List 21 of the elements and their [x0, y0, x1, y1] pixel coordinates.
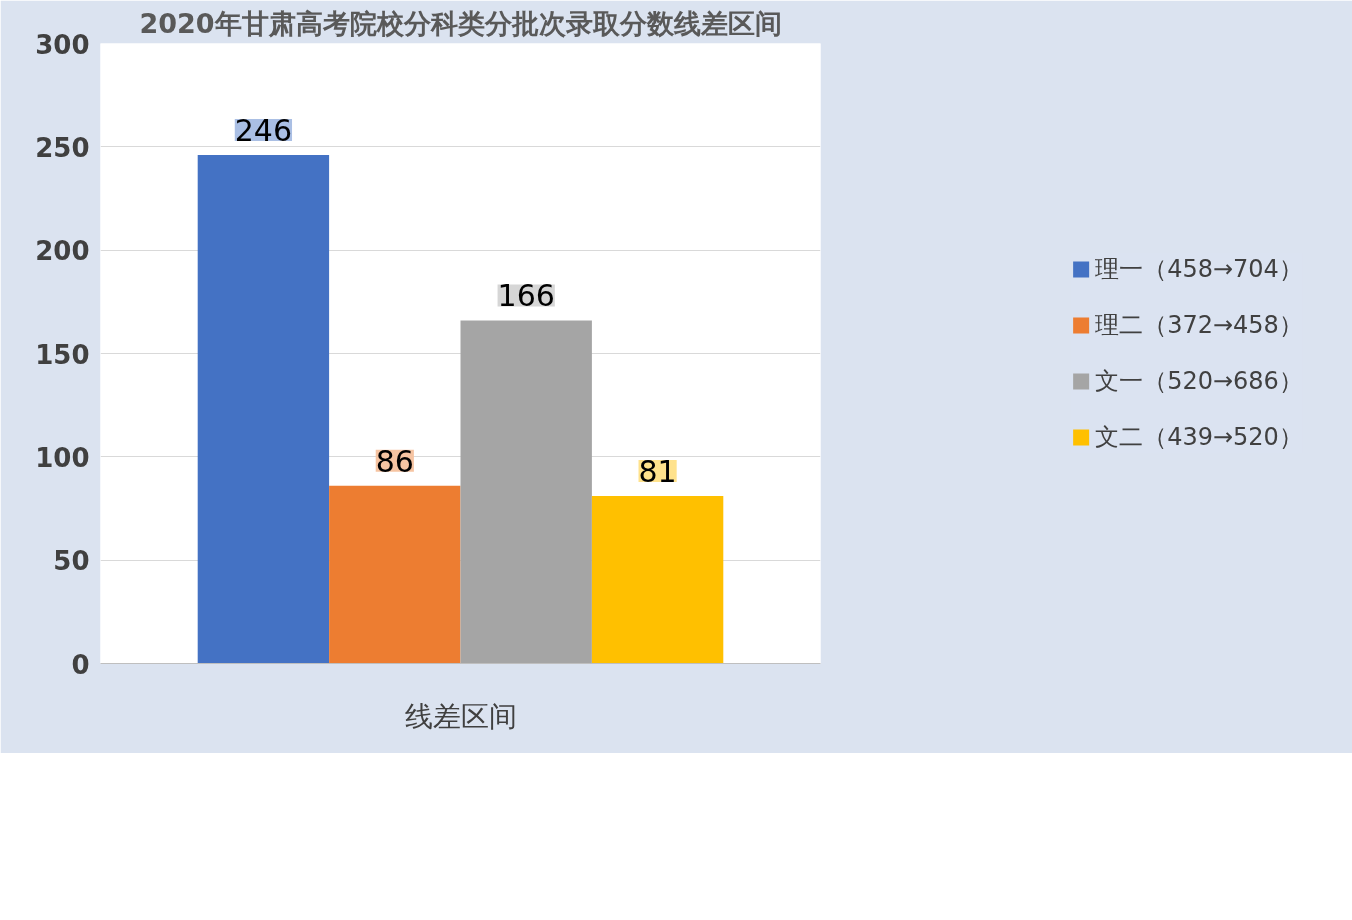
- bar: [460, 320, 592, 664]
- data-label: 81: [638, 454, 677, 490]
- y-tick-label: 200: [35, 236, 90, 267]
- bar: [197, 155, 330, 664]
- bar: [329, 485, 461, 664]
- chart-title: 2020年甘肃高考院校分科类分批次录取分数线差区间: [139, 7, 782, 39]
- y-tick-label: 300: [35, 29, 90, 60]
- data-label: 246: [234, 113, 293, 149]
- y-tick-label: 100: [35, 442, 90, 473]
- legend-label: 文二（439→520）: [1095, 422, 1303, 453]
- bar: [591, 496, 724, 664]
- legend-label: 文一（520→686）: [1095, 366, 1303, 397]
- y-tick-label: 250: [35, 132, 90, 163]
- x-tick-label: 线差区间: [404, 699, 517, 733]
- legend-label: 理二（372→458）: [1095, 310, 1303, 341]
- data-label: 166: [497, 278, 555, 314]
- y-tick-label: 0: [71, 649, 90, 680]
- data-label: 86: [375, 443, 414, 479]
- legend-label: 理一（458→704）: [1095, 254, 1303, 285]
- y-tick-label: 50: [53, 546, 90, 577]
- y-tick-label: 150: [35, 339, 90, 370]
